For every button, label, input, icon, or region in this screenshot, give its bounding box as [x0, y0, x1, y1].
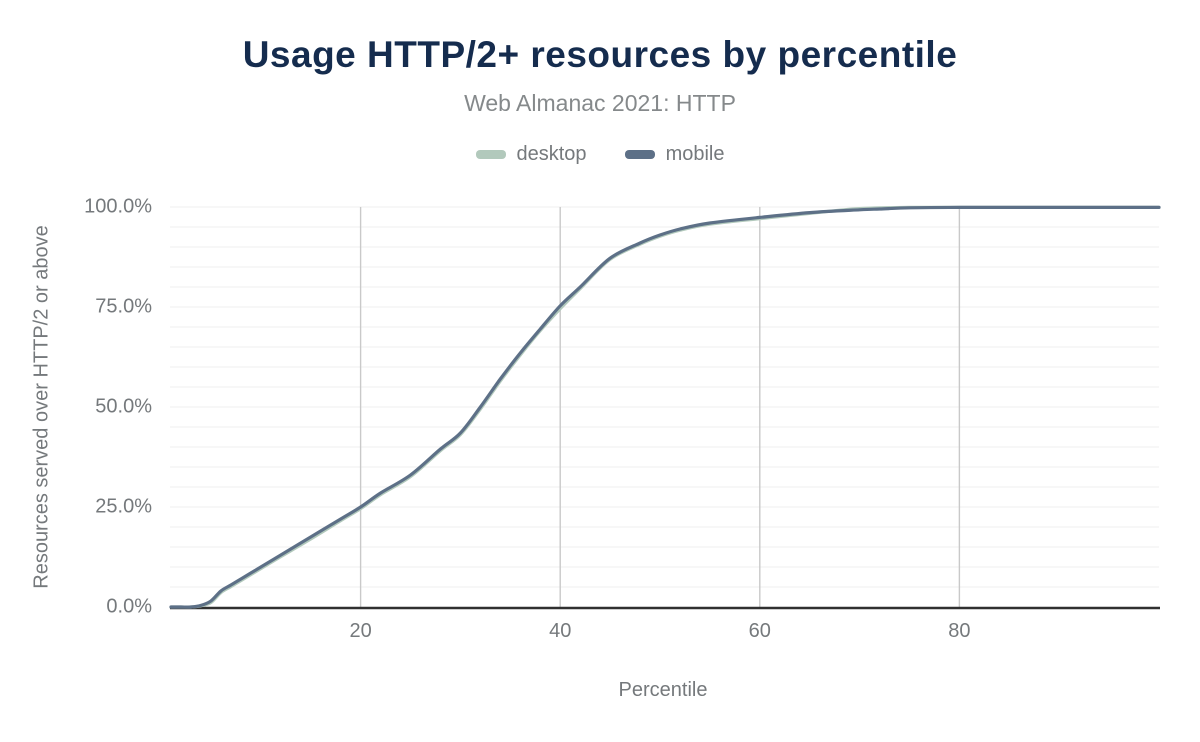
x-tick-label: 60 — [748, 620, 771, 642]
legend-label-mobile: mobile — [665, 143, 725, 165]
page-subtitle: Web Almanac 2021: HTTP — [464, 90, 736, 116]
x-tick-label: 40 — [549, 620, 572, 642]
series-line-mobile — [169, 205, 1161, 609]
mobile-series-swatch-icon — [624, 150, 655, 159]
y-tick-label: 75.0% — [95, 295, 152, 318]
y-tick-label: 0.0% — [106, 595, 152, 618]
legend-item-mobile[interactable]: mobile — [624, 143, 725, 166]
y-tick-label: 50.0% — [95, 395, 152, 418]
page-title: Usage HTTP/2+ resources by percentile — [242, 34, 958, 75]
legend-item-desktop[interactable]: desktop — [475, 143, 587, 166]
legend: desktop mobile — [0, 143, 1200, 166]
y-tick-label: 100.0% — [84, 195, 152, 218]
y-tick-label: 25.0% — [95, 495, 152, 518]
x-tick-label: 80 — [948, 620, 971, 642]
desktop-series-swatch-icon — [475, 150, 506, 159]
legend-label-desktop: desktop — [516, 143, 587, 165]
y-axis-title: Resources served over HTTP/2 or above — [30, 225, 53, 589]
x-tick-label: 20 — [349, 620, 372, 642]
x-axis-title: Percentile — [618, 679, 708, 701]
